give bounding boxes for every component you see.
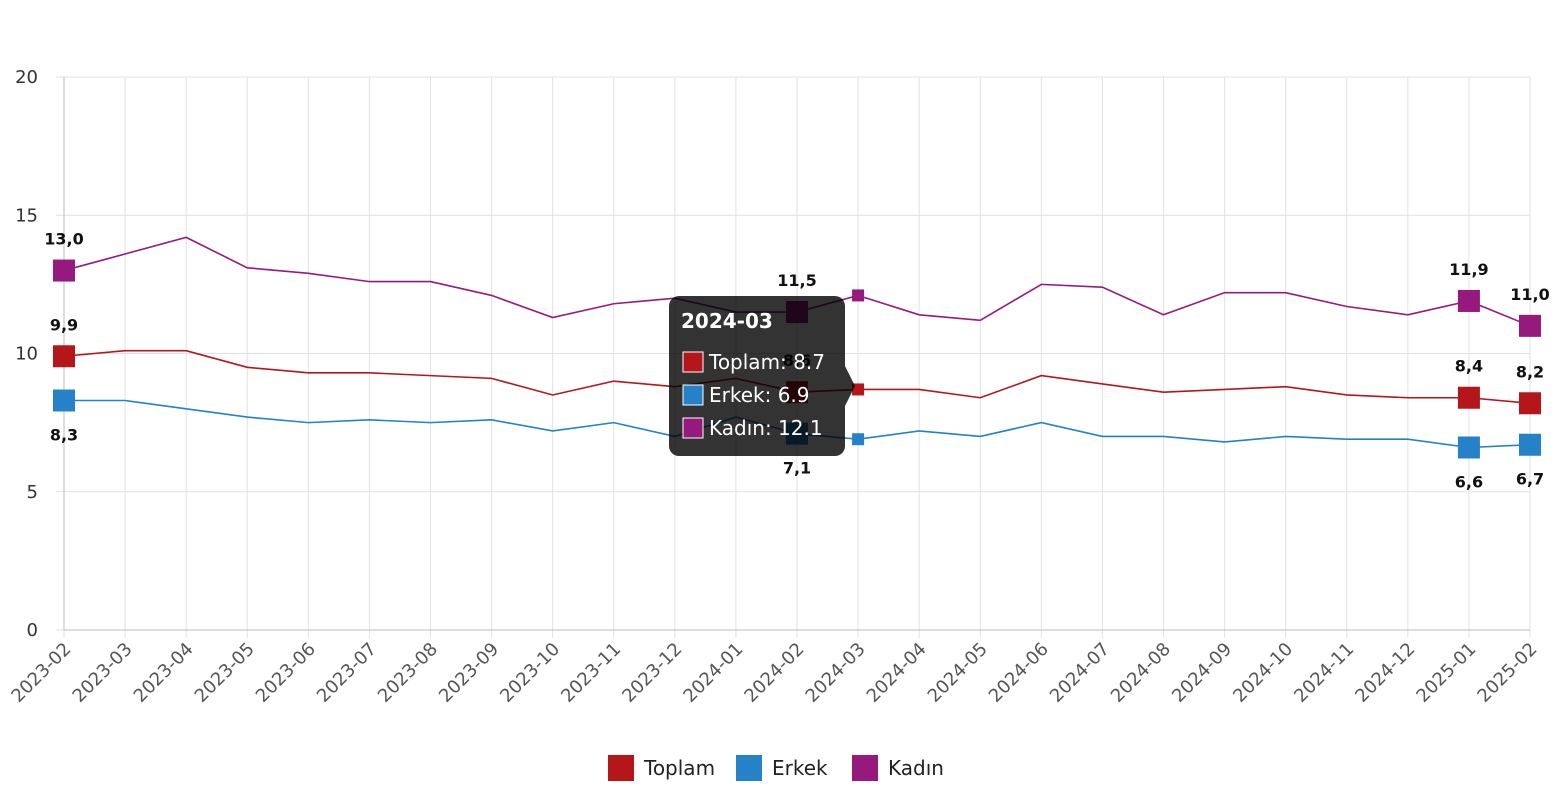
legend-item-kadın[interactable]: Kadın: [852, 755, 944, 781]
tooltip-swatch: [682, 417, 704, 439]
x-tick-label: 2024-09: [1168, 639, 1236, 707]
point-marker[interactable]: [1457, 436, 1480, 459]
legend-swatch: [736, 755, 762, 781]
x-tick-label: 2023-02: [7, 639, 75, 707]
tooltip-row: Kadın: 12.1: [709, 416, 823, 440]
x-tick-label: 2024-12: [1351, 639, 1419, 707]
x-tick-label: 2023-11: [557, 639, 625, 707]
tooltip-caret: [845, 366, 855, 406]
legend-label: Erkek: [772, 756, 828, 780]
x-tick-label: 2023-05: [191, 639, 259, 707]
data-label: 9,9: [50, 315, 78, 334]
legend-swatch: [608, 755, 634, 781]
point-marker[interactable]: [1457, 386, 1480, 409]
x-tick-label: 2023-04: [130, 639, 198, 707]
data-label: 11,5: [777, 271, 816, 290]
y-tick-label: 10: [15, 344, 38, 365]
legend-item-toplam[interactable]: Toplam: [608, 755, 715, 781]
point-marker[interactable]: [1519, 392, 1541, 415]
x-tick-label: 2024-08: [1107, 639, 1175, 707]
hover-point-marker[interactable]: [852, 433, 865, 446]
x-tick-label: 2023-06: [252, 639, 320, 707]
x-tick-label: 2024-01: [679, 639, 747, 707]
data-label: 8,4: [1455, 357, 1483, 376]
point-marker[interactable]: [53, 259, 75, 282]
data-label: 6,7: [1516, 470, 1544, 489]
legend-swatch: [852, 755, 878, 781]
legend-label: Kadın: [888, 756, 944, 780]
data-label: 8,2: [1516, 362, 1544, 381]
data-label: 11,9: [1449, 260, 1488, 279]
series-markers[interactable]: [53, 259, 1541, 459]
point-marker[interactable]: [53, 345, 75, 368]
x-tick-label: 2024-02: [740, 639, 808, 707]
tooltip-box: [669, 296, 845, 456]
x-tick-label: 2024-07: [1046, 639, 1114, 707]
tooltip-row: Erkek: 6.9: [709, 383, 810, 407]
x-tick-label: 2023-03: [69, 639, 137, 707]
tooltip-title: 2024-03: [681, 309, 773, 333]
y-tick-label: 5: [27, 482, 38, 503]
tooltip-swatch: [682, 384, 704, 406]
x-tick-label: 2023-07: [313, 639, 381, 707]
legend-item-erkek[interactable]: Erkek: [736, 755, 828, 781]
x-tick-label: 2025-01: [1412, 639, 1480, 707]
x-tick-label: 2023-10: [496, 639, 564, 707]
point-marker[interactable]: [1519, 314, 1541, 337]
y-tick-label: 0: [27, 620, 38, 641]
data-label: 6,6: [1455, 473, 1483, 492]
point-marker[interactable]: [1457, 289, 1480, 312]
x-tick-label: 2024-10: [1229, 639, 1297, 707]
x-tick-label: 2024-11: [1290, 639, 1358, 707]
x-tick-label: 2024-04: [863, 639, 931, 707]
hover-point-marker[interactable]: [852, 383, 865, 396]
y-tick-label: 15: [15, 205, 38, 226]
data-label: 13,0: [44, 230, 83, 249]
legend-label: Toplam: [643, 756, 715, 780]
tooltip: 2024-03 Toplam: 8.7 Erkek: 6.9 Kadın: 12.1: [669, 296, 855, 456]
y-tick-label: 20: [15, 67, 38, 88]
x-tick-label: 2023-12: [618, 639, 686, 707]
tooltip-row: Toplam: 8.7: [708, 350, 825, 374]
hover-point-marker[interactable]: [852, 289, 865, 302]
data-label: 8,3: [50, 426, 78, 445]
x-tick-label: 2025-02: [1473, 639, 1541, 707]
point-marker[interactable]: [53, 389, 75, 412]
x-tick-label: 2023-08: [374, 639, 442, 707]
tooltip-swatch: [682, 351, 704, 373]
point-marker[interactable]: [1519, 433, 1541, 456]
data-label: 7,1: [783, 459, 811, 478]
x-tick-label: 2023-09: [435, 639, 503, 707]
x-tick-label: 2024-06: [985, 639, 1053, 707]
data-label: 11,0: [1510, 285, 1549, 304]
legend[interactable]: Toplam Erkek Kadın: [608, 755, 944, 781]
x-tick-label: 2024-03: [802, 639, 870, 707]
x-tick-label: 2024-05: [924, 639, 992, 707]
